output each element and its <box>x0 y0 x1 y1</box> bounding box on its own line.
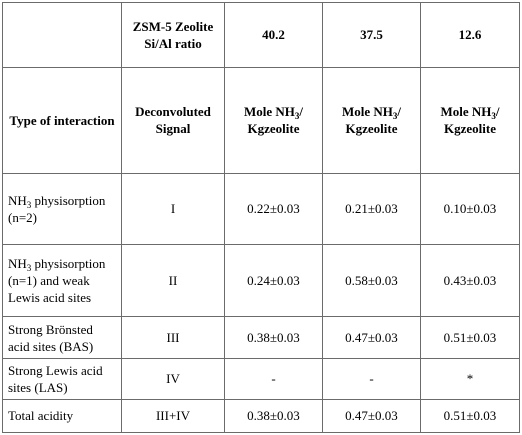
value-cell: - <box>224 358 323 400</box>
si-al-ratio-header-row: ZSM-5 Zeolite Si/Al ratio 40.2 37.5 12.6 <box>2 2 520 68</box>
value-cell: 0.51±0.03 <box>420 316 520 360</box>
header-empty-cell <box>2 2 122 68</box>
interaction-type-cell: NH3 physisorption (n=1) and weak Lewis a… <box>2 243 122 318</box>
column-header-row: Type of interaction Deconvoluted Signal … <box>2 66 520 174</box>
value-cell: - <box>322 358 421 400</box>
unit-suffix: / Kgzeolite <box>247 104 304 137</box>
nh3-subscript: 3 <box>26 262 32 273</box>
interaction-type-cell: Strong Lewis acid sites (LAS) <box>2 358 122 400</box>
interaction-type-cell: NH3 physisorption (n=2) <box>2 172 122 245</box>
unit-suffix: / Kgzeolite <box>444 104 500 137</box>
value-cell: 0.10±0.03 <box>420 172 520 245</box>
table-row: Strong Lewis acid sites (LAS) IV - - * <box>2 358 520 400</box>
signal-cell: I <box>121 172 225 245</box>
ratio-col-2: 37.5 <box>322 2 421 68</box>
unit-subscript: 3 <box>491 111 496 122</box>
unit-suffix: / Kgzeolite <box>345 104 402 137</box>
ratio-col-1: 40.2 <box>224 2 323 68</box>
ratio-col-3: 12.6 <box>420 2 520 68</box>
interaction-type-label: physisorption (n=2) <box>8 192 106 225</box>
unit-header: Mole NH3/ Kgzeolite <box>322 66 421 174</box>
unit-prefix: Mole NH <box>341 104 393 120</box>
value-cell: 0.47±0.03 <box>322 398 421 434</box>
interaction-type-label: Strong Lewis acid sites (LAS) <box>8 362 103 395</box>
nh3-subscript: 3 <box>26 199 32 210</box>
unit-subscript: 3 <box>392 111 398 122</box>
nh3-prefix: NH <box>8 255 27 271</box>
table-body: NH3 physisorption (n=2) I 0.22±0.03 0.21±0.… <box>2 172 520 434</box>
signal-cell: IV <box>121 358 225 400</box>
unit-prefix: Mole NH <box>440 104 492 120</box>
value-cell: 0.22±0.03 <box>224 172 323 245</box>
unit-header: Mole NH3/ Kgzeolite <box>224 66 323 174</box>
deconvoluted-signal-header: Deconvoluted Signal <box>121 66 225 174</box>
interaction-type-label: Total acidity <box>8 408 74 424</box>
value-cell: 0.58±0.03 <box>322 243 421 318</box>
table-row: NH3 physisorption (n=1) and weak Lewis a… <box>2 243 520 318</box>
value-cell: 0.21±0.03 <box>322 172 421 245</box>
signal-cell: III <box>121 316 225 360</box>
value-cell: 0.24±0.03 <box>224 243 323 318</box>
value-cell: 0.38±0.03 <box>224 316 323 360</box>
table-row: NH3 physisorption (n=2) I 0.22±0.03 0.21±0.… <box>2 172 520 245</box>
unit-prefix: Mole NH <box>243 104 295 120</box>
nh3-prefix: NH <box>8 192 27 208</box>
value-cell: * <box>420 358 520 400</box>
table-row: Strong Brönsted acid sites (BAS) III 0.38±… <box>2 316 520 360</box>
interaction-type-cell: Total acidity <box>2 398 122 434</box>
si-al-ratio-label: ZSM-5 Zeolite Si/Al ratio <box>121 2 225 68</box>
interaction-type-cell: Strong Brönsted acid sites (BAS) <box>2 316 122 360</box>
unit-subscript: 3 <box>294 111 300 122</box>
value-cell: 0.47±0.03 <box>322 316 421 360</box>
type-of-interaction-header: Type of interaction <box>2 66 122 174</box>
value-cell: 0.38±0.03 <box>224 398 323 434</box>
value-cell: 0.51±0.03 <box>420 398 520 434</box>
table-row: Total acidity III+IV 0.38±0.03 0.47±0.03 0.5… <box>2 398 520 434</box>
unit-header: Mole NH3/ Kgzeolite <box>420 66 520 174</box>
signal-cell: III+IV <box>121 398 225 434</box>
interaction-type-label: physisorption (n=1) and weak Lewis acid … <box>8 255 106 305</box>
interaction-type-label: Strong Brönsted acid sites (BAS) <box>8 321 94 354</box>
signal-cell: II <box>121 243 225 318</box>
value-cell: 0.43±0.03 <box>420 243 520 318</box>
